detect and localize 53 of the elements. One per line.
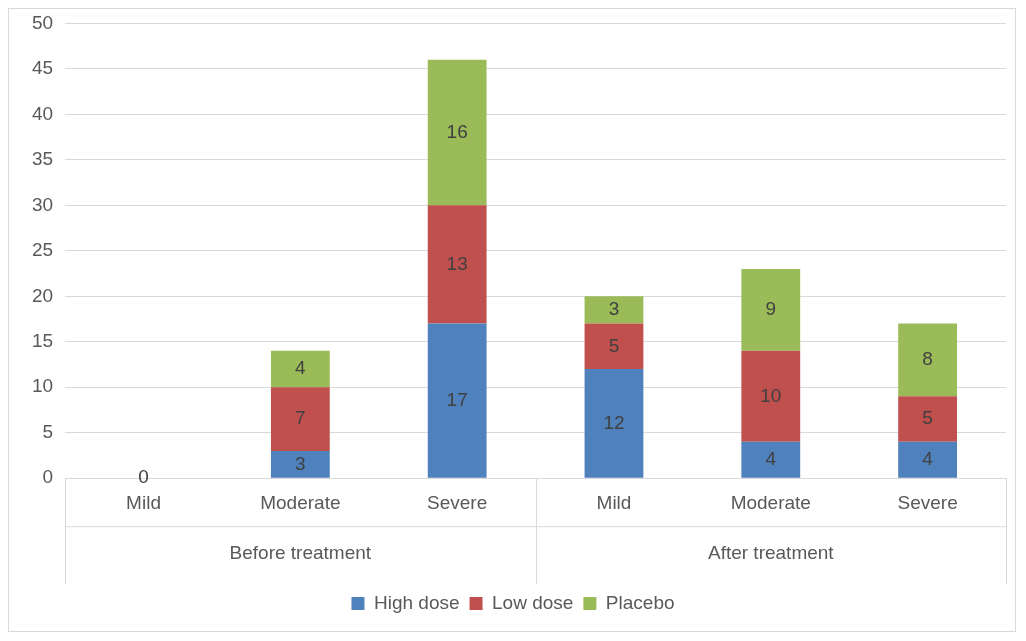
data-label: 4 [295, 357, 307, 379]
bar [741, 268, 801, 351]
bar [898, 396, 957, 442]
bar [427, 323, 487, 478]
bar [584, 369, 644, 478]
bar [898, 441, 957, 478]
bar [270, 350, 330, 388]
data-label: 10 [760, 384, 782, 406]
y-tick-label: 35 [31, 148, 54, 170]
data-label: 3 [608, 298, 620, 320]
data-label: 5 [922, 407, 933, 429]
data-label: 8 [922, 348, 933, 370]
y-tick-label: 15 [31, 329, 54, 351]
legend-label: Low dose [492, 591, 574, 613]
bar [584, 296, 644, 324]
y-tick-label: 50 [31, 11, 54, 33]
data-label: 0 [138, 466, 149, 488]
y-tick-label: 40 [31, 102, 54, 124]
y-tick-label: 30 [31, 193, 54, 215]
bar [270, 450, 330, 478]
x-tick-label: Moderate [730, 491, 811, 513]
bar [584, 323, 644, 370]
bar [898, 323, 957, 397]
x-tick-label: Mild [596, 491, 632, 513]
x-tick-label: Severe [897, 491, 958, 513]
data-label: 13 [446, 252, 468, 274]
y-tick-label: 45 [31, 57, 54, 79]
data-label: 7 [295, 407, 306, 429]
y-tick-label: 10 [31, 375, 54, 397]
y-tick-label: 25 [31, 239, 54, 261]
data-label: 3 [295, 452, 306, 474]
text: After treatment [707, 542, 835, 564]
text: Before treatment [229, 542, 372, 564]
legend-label: High dose [373, 591, 460, 613]
bar [427, 205, 487, 324]
bar [270, 387, 330, 451]
data-label: 4 [922, 447, 934, 469]
data-label: 17 [446, 388, 468, 410]
legend-label: Placebo [605, 591, 675, 613]
data-label: 9 [765, 298, 777, 320]
y-tick-label: 5 [42, 420, 54, 442]
bar [427, 59, 487, 206]
bar [741, 441, 801, 478]
y-tick-label: 20 [31, 284, 54, 306]
data-label: 5 [608, 334, 620, 356]
y-tick-label: 0 [42, 466, 54, 488]
data-label: 16 [446, 120, 468, 142]
data-label: 4 [765, 447, 777, 469]
x-tick-label: Moderate [260, 491, 341, 513]
bar [741, 350, 801, 442]
data-label: 12 [603, 411, 625, 433]
x-tick-label: Mild [126, 491, 161, 513]
x-tick-label: Severe [427, 491, 488, 513]
